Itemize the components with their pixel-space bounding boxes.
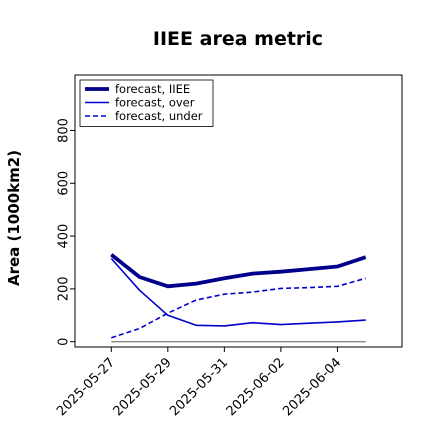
x-tick-label: 2025-06-02 bbox=[224, 355, 288, 419]
y-axis: 0 200 400 600 800 bbox=[57, 118, 75, 346]
y-tick-label: 600 bbox=[57, 171, 72, 196]
legend-label: forecast, over bbox=[115, 96, 195, 110]
y-tick-label: 0 bbox=[57, 338, 72, 346]
legend-label: forecast, under bbox=[115, 109, 203, 123]
x-tick-label: 2025-05-29 bbox=[111, 355, 175, 419]
y-tick-label: 200 bbox=[57, 276, 72, 301]
series-line-over bbox=[110, 257, 366, 327]
plot-area-frame bbox=[74, 74, 403, 348]
x-tick-label: 2025-05-31 bbox=[167, 355, 231, 419]
series-line-iiee bbox=[110, 253, 367, 289]
series-line-under bbox=[111, 277, 366, 339]
chart-title: IIEE area metric bbox=[153, 28, 323, 50]
legend-label: forecast, IIEE bbox=[115, 82, 190, 96]
y-axis-label: Area (1000km2) bbox=[5, 150, 23, 286]
y-tick-label: 400 bbox=[57, 224, 72, 249]
y-tick-label: 800 bbox=[57, 118, 72, 143]
x-tick-label: 2025-06-04 bbox=[280, 355, 344, 419]
x-tick-label: 2025-05-27 bbox=[54, 355, 118, 419]
series-layer bbox=[110, 253, 367, 343]
x-axis: 2025-05-272025-05-292025-05-312025-06-02… bbox=[54, 347, 344, 419]
